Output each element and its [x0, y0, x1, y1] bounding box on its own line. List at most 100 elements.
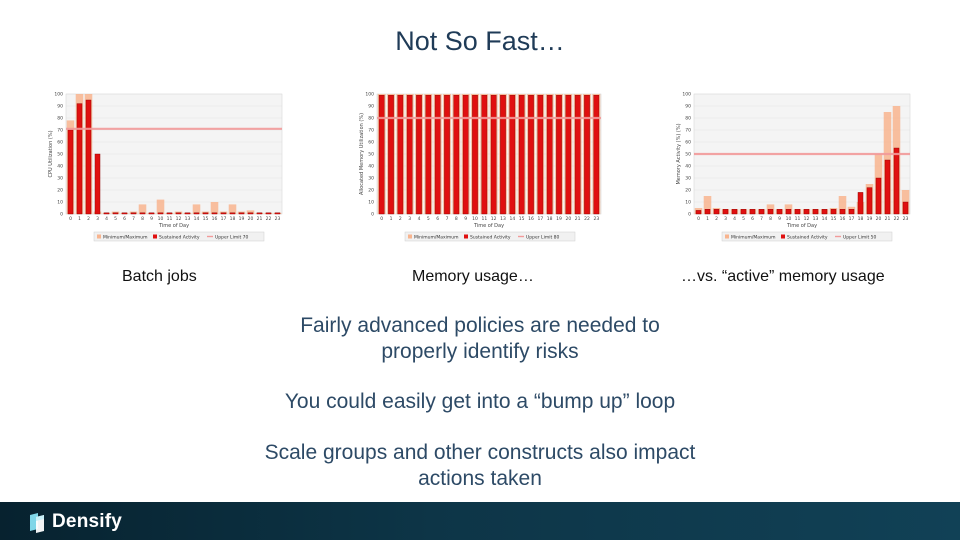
bar-sustained [229, 212, 236, 215]
x-tick-label: 11 [167, 216, 173, 222]
legend-label: Sustained Activity [787, 234, 828, 240]
x-tick-label: 19 [556, 216, 562, 222]
y-axis-title: CPU Utilization (%) [48, 130, 54, 177]
y-tick-label: 80 [57, 116, 63, 122]
x-tick-label: 15 [831, 216, 837, 222]
legend-label: Minimum/Maximum [414, 234, 459, 240]
y-tick-label: 60 [685, 140, 691, 146]
legend-label: Upper Limit 50 [843, 234, 877, 240]
bar-sustained [839, 208, 846, 215]
bar-sustained [866, 187, 873, 215]
x-tick-label: 8 [141, 216, 144, 222]
x-tick-label: 5 [114, 216, 117, 222]
caption-active-memory: …vs. “active” memory usage [681, 268, 885, 285]
bar-sustained [546, 94, 553, 215]
bar-sustained [388, 94, 394, 215]
chart-memory-usage: 0 10 20 30 40 50 60 70 80 90 100 Allocated Memory U… [355, 88, 609, 250]
x-axis-title: Time of Day [786, 223, 817, 229]
bar-sustained [148, 212, 155, 215]
x-tick-label: 20 [565, 216, 571, 222]
bar-sustained [416, 94, 422, 215]
x-tick-label: 9 [150, 216, 153, 222]
y-tick-label: 40 [57, 164, 63, 170]
bar-sustained [157, 212, 164, 215]
bar-sustained [112, 212, 119, 215]
bar-sustained [713, 208, 720, 215]
slide-title: Not So Fast… [395, 26, 565, 56]
bar-sustained [220, 212, 227, 215]
y-tick-label: 0 [60, 212, 63, 218]
x-tick-label: 3 [96, 216, 99, 222]
bar-sustained [378, 94, 385, 215]
bar-sustained [166, 212, 173, 215]
bar-sustained [509, 94, 516, 215]
bar-sustained [875, 177, 882, 215]
x-tick-label: 16 [840, 216, 846, 222]
x-tick-label: 5 [742, 216, 745, 222]
bar-sustained [184, 212, 191, 215]
bar-sustained [794, 208, 801, 215]
x-tick-label: 0 [697, 216, 700, 222]
x-tick-label: 22 [894, 216, 900, 222]
bar-sustained [462, 94, 469, 215]
x-tick-label: 2 [399, 216, 402, 222]
legend-box [404, 231, 576, 242]
x-tick-label: 21 [575, 216, 581, 222]
x-tick-label: 14 [194, 216, 200, 222]
bar-sustained [139, 212, 146, 215]
y-tick-label: 70 [368, 128, 374, 134]
y-tick-label: 50 [57, 152, 63, 158]
x-tick-label: 12 [176, 216, 182, 222]
bar-sustained [556, 94, 562, 215]
bar-sustained [812, 208, 819, 215]
x-tick-label: 16 [528, 216, 534, 222]
x-tick-label: 4 [733, 216, 736, 222]
x-tick-label: 14 [822, 216, 828, 222]
x-tick-label: 19 [239, 216, 245, 222]
x-tick-label: 7 [760, 216, 763, 222]
bullet-line: Scale groups and other constructs also i… [264, 441, 696, 464]
bar-sustained [238, 212, 245, 215]
x-tick-label: 4 [418, 216, 421, 222]
y-tick-label: 20 [685, 188, 691, 194]
bar-sustained [434, 94, 441, 215]
y-tick-label: 20 [368, 188, 374, 194]
x-tick-label: 10 [786, 216, 792, 222]
bar-sustained [121, 212, 128, 215]
x-tick-label: 1 [390, 216, 393, 222]
bullet-bump-up: You could easily get into a “bump up” lo… [0, 389, 960, 415]
legend-swatch [97, 234, 101, 239]
bullet-line: You could easily get into a “bump up” lo… [284, 390, 676, 413]
x-tick-label: 11 [795, 216, 801, 222]
x-tick-label: 17 [537, 216, 543, 222]
bar-sustained [472, 94, 478, 215]
x-tick-label: 7 [132, 216, 135, 222]
x-tick-label: 23 [903, 216, 909, 222]
bar-sustained [565, 94, 572, 215]
y-axis-title: Allocated Memory Utilization (%) [359, 113, 365, 195]
y-tick-label: 90 [57, 104, 63, 110]
x-tick-label: 13 [813, 216, 819, 222]
x-tick-label: 4 [105, 216, 108, 222]
y-tick-label: 70 [685, 128, 691, 134]
y-tick-label: 0 [371, 212, 374, 218]
y-tick-label: 80 [368, 116, 374, 122]
x-tick-label: 12 [804, 216, 810, 222]
bar-sustained [830, 208, 837, 215]
densify-logo-text: Densify [52, 511, 123, 532]
bar-sustained [202, 212, 209, 215]
x-tick-label: 23 [593, 216, 599, 222]
x-tick-label: 15 [519, 216, 525, 222]
legend-swatch [781, 234, 785, 239]
legend-label: Sustained Activity [159, 234, 200, 240]
y-tick-label: 40 [685, 164, 691, 170]
x-tick-label: 18 [230, 216, 236, 222]
x-tick-label: 14 [509, 216, 515, 222]
legend-label: Minimum/Maximum [103, 234, 148, 240]
y-tick-label: 30 [368, 176, 374, 182]
caption-memory-usage: Memory usage… [412, 268, 534, 285]
bar-sustained [67, 129, 74, 215]
y-tick-label: 10 [368, 200, 374, 206]
footer-bar: Densify [0, 502, 960, 540]
